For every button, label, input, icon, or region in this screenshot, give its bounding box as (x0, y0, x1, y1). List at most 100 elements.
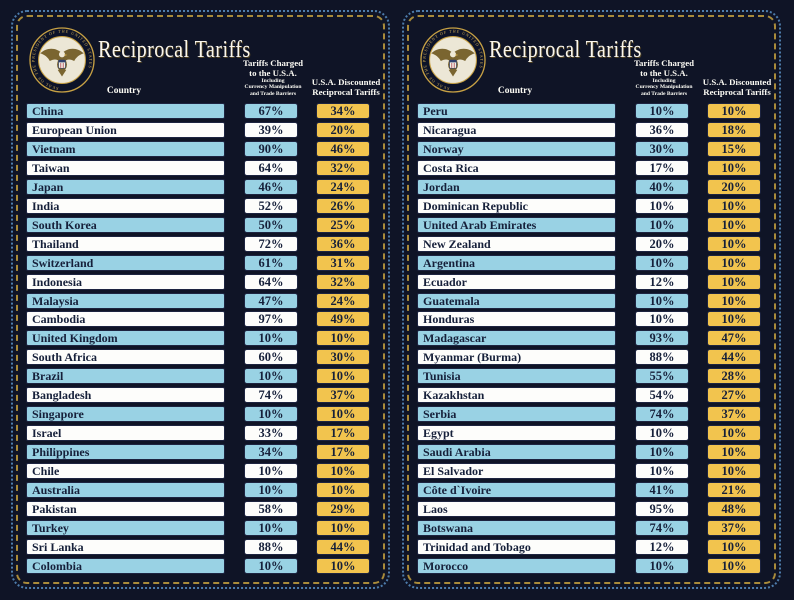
column-gap (225, 501, 244, 517)
country-cell: United Arab Emirates (417, 216, 616, 233)
tariff-discounted-cell: 36% (316, 235, 370, 252)
column-gap (689, 293, 707, 309)
column-gap (689, 311, 707, 327)
column-gap (225, 520, 244, 536)
tariff-discounted-cell: 26% (316, 197, 370, 214)
table-row: Vietnam 90% 46% (18, 140, 383, 157)
tariff-discounted-cell: 10% (707, 444, 761, 461)
tariff-discounted-cell: 10% (316, 557, 370, 574)
column-gap (225, 425, 244, 441)
tariff-charged-cell: 88% (244, 538, 298, 555)
column-gap (225, 255, 244, 271)
country-cell: India (26, 197, 225, 214)
tariff-discounted-cell: 32% (316, 159, 370, 176)
tariff-charged-cell: 10% (635, 463, 689, 480)
column-gap (298, 482, 316, 498)
country-cell: South Korea (26, 216, 225, 233)
tariff-charged-cell: 36% (635, 121, 689, 138)
country-cell: Pakistan (26, 501, 225, 518)
country-cell: Cambodia (26, 311, 225, 328)
country-cell: Australia (26, 482, 225, 499)
tariff-charged-cell: 54% (635, 387, 689, 404)
tariff-discounted-cell: 10% (707, 103, 761, 119)
tariff-charged-cell: 10% (635, 425, 689, 442)
column-gap (616, 482, 635, 498)
table-row: European Union 39% 20% (18, 121, 383, 138)
table-row: Jordan 40% 20% (409, 178, 774, 195)
column-gap (225, 160, 244, 176)
tariff-charged-cell: 10% (635, 557, 689, 574)
table-row: Malaysia 47% 24% (18, 292, 383, 309)
tariff-discounted-cell: 44% (707, 349, 761, 366)
column-gap (225, 311, 244, 327)
charged-header-sub3: and Trade Barriers (640, 90, 688, 97)
country-cell: Turkey (26, 519, 225, 536)
column-gap (616, 463, 635, 479)
table-row: Laos 95% 48% (409, 501, 774, 518)
tariff-charged-cell: 60% (244, 349, 298, 366)
charged-header-sub2: Currency Manipulation (635, 84, 693, 91)
table-row: Egypt 10% 10% (409, 425, 774, 442)
column-gap (689, 122, 707, 138)
column-header-country: Country (497, 86, 533, 96)
table-row: United Kingdom 10% 10% (18, 330, 383, 347)
column-gap (689, 141, 707, 157)
country-cell: Nicaragua (417, 121, 616, 138)
country-cell: Botswana (417, 519, 616, 536)
column-gap (616, 520, 635, 536)
table-row: New Zealand 20% 10% (409, 235, 774, 252)
column-gap (225, 198, 244, 214)
tariff-discounted-cell: 10% (707, 311, 761, 328)
tariff-discounted-cell: 48% (707, 501, 761, 518)
tariff-discounted-cell: 10% (707, 463, 761, 480)
charged-header-line2: to the U.S.A. (249, 67, 297, 78)
tariff-charged-cell: 46% (244, 178, 298, 195)
table-row: Serbia 74% 37% (409, 406, 774, 423)
tariff-discounted-cell: 10% (707, 216, 761, 233)
column-gap (689, 520, 707, 536)
tariff-charged-cell: 17% (635, 159, 689, 176)
column-gap (225, 539, 244, 555)
country-cell: Japan (26, 178, 225, 195)
page-title: Reciprocal Tariffs (98, 37, 251, 63)
column-gap (225, 236, 244, 252)
tariff-charged-cell: 10% (635, 311, 689, 328)
country-cell: Egypt (417, 425, 616, 442)
table-row: South Korea 50% 25% (18, 216, 383, 233)
column-gap (616, 330, 635, 346)
country-cell: Chile (26, 463, 225, 480)
column-gap (298, 501, 316, 517)
tariff-charged-cell: 10% (244, 519, 298, 536)
table-row: Tunisia 55% 28% (409, 368, 774, 385)
charged-header-line1: Tariffs Charged (633, 58, 695, 68)
table-row: Kazakhstan 54% 27% (409, 387, 774, 404)
column-gap (298, 274, 316, 290)
charged-header-line1: Tariffs Charged (242, 58, 304, 68)
column-gap (616, 255, 635, 271)
column-gap (225, 217, 244, 233)
column-gap (689, 539, 707, 555)
table-row: Pakistan 58% 29% (18, 501, 383, 518)
country-cell: Saudi Arabia (417, 444, 616, 461)
tariff-charged-cell: 50% (244, 216, 298, 233)
column-gap (616, 425, 635, 441)
table-row: Myanmar (Burma) 88% 44% (409, 349, 774, 366)
column-gap (225, 558, 244, 574)
column-gap (689, 558, 707, 574)
column-header-discounted: U.S.A. Discounted Reciprocal Tariffs (687, 77, 787, 98)
charged-header-sub1: Including (261, 78, 285, 84)
column-gap (689, 406, 707, 422)
country-cell: New Zealand (417, 235, 616, 252)
tariff-discounted-cell: 10% (707, 235, 761, 252)
column-gap (689, 330, 707, 346)
tariff-charged-cell: 93% (635, 330, 689, 347)
table-row: Saudi Arabia 10% 10% (409, 444, 774, 461)
table-row: Turkey 10% 10% (18, 519, 383, 536)
tariff-charged-cell: 10% (244, 330, 298, 347)
country-cell: Colombia (26, 557, 225, 574)
column-gap (616, 387, 635, 403)
table-row: Japan 46% 24% (18, 178, 383, 195)
country-cell: Sri Lanka (26, 538, 225, 555)
presidential-seal-icon: SEAL OF THE PRESIDENT OF THE UNITED STAT… (29, 27, 95, 93)
tariff-charged-cell: 12% (635, 538, 689, 555)
